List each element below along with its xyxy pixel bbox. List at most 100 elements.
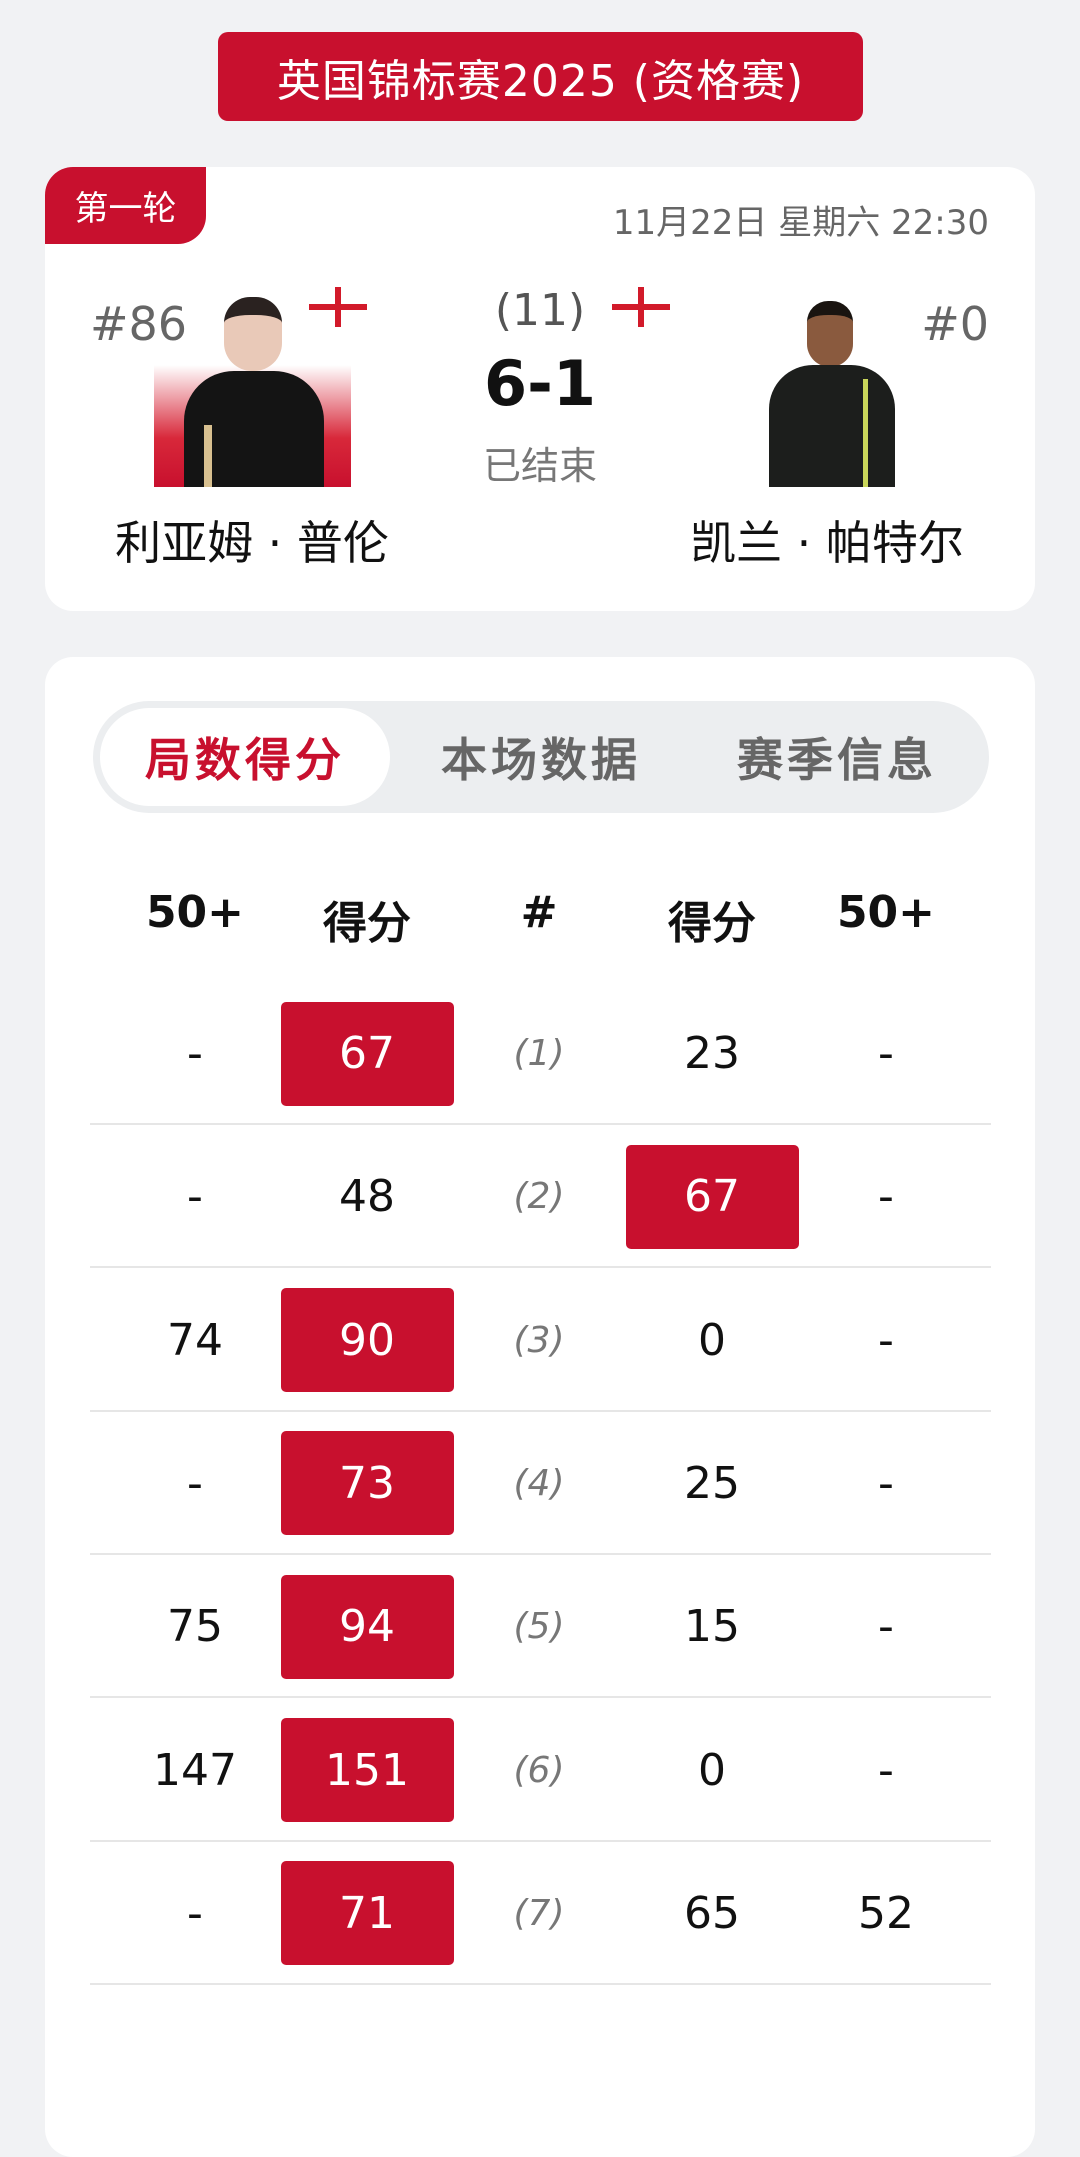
header-p1-score: 得分	[323, 898, 411, 949]
player1-name[interactable]: 利亚姆 · 普伦	[115, 516, 389, 570]
player2-photo[interactable]	[761, 295, 903, 487]
cell-p2-score: 25	[622, 1412, 802, 1555]
cell-p1-score: 151	[277, 1699, 457, 1842]
match-status: 已结束	[482, 444, 597, 488]
value: 15	[684, 1601, 740, 1653]
player1-photo[interactable]	[154, 295, 351, 487]
cell-p2-breaks: 52	[796, 1842, 976, 1985]
tournament-title: 英国锦标赛2025 (资格赛)	[218, 32, 863, 121]
cell-p2-breaks: -	[796, 1125, 976, 1268]
winning-score: 94	[280, 1574, 454, 1679]
value: 48	[339, 1171, 395, 1223]
cell-p1-score: 48	[277, 1125, 457, 1268]
value: 65	[684, 1887, 740, 1939]
tab-bar: 局数得分 本场数据 赛季信息	[93, 701, 989, 813]
table-row: 75 94 (5) 15 -	[90, 1555, 991, 1699]
value: 147	[153, 1744, 237, 1796]
cell-p2-score: 15	[622, 1555, 802, 1698]
cell-p1-breaks: -	[105, 1412, 285, 1555]
round-badge: 第一轮	[45, 167, 206, 244]
tab-frame-scores[interactable]: 局数得分	[100, 708, 390, 806]
cell-p1-score: 73	[277, 1412, 457, 1555]
cell-p1-breaks: 75	[105, 1555, 285, 1698]
cell-p2-score: 67	[622, 1125, 802, 1268]
value: -	[187, 1171, 203, 1223]
cell-p1-breaks: -	[105, 1125, 285, 1268]
value: 52	[858, 1887, 914, 1939]
cell-p1-breaks: 74	[105, 1269, 285, 1412]
cell-p2-score: 65	[622, 1842, 802, 1985]
value: 0	[698, 1744, 726, 1796]
player2-seed: #0	[921, 297, 989, 351]
player1-england-flag-icon	[309, 287, 367, 327]
value: (2)	[513, 1176, 565, 1218]
header-p2-breaks: 50+	[836, 887, 936, 938]
winning-score: 67	[280, 1001, 454, 1106]
match-score: 6-1	[483, 347, 596, 420]
player2-england-flag-icon	[612, 287, 670, 327]
table-row: - 67 (1) 23 -	[90, 982, 991, 1125]
table-row: - 71 (7) 65 52	[90, 1842, 991, 1985]
winning-score: 67	[625, 1144, 799, 1249]
header-p2-score: 得分	[668, 898, 756, 949]
winning-score: 151	[280, 1718, 454, 1822]
table-row: 147 151 (6) 0 -	[90, 1699, 991, 1842]
cell-frame: (7)	[449, 1842, 629, 1985]
value: 74	[167, 1314, 223, 1366]
cell-p2-breaks: -	[796, 1699, 976, 1842]
cell-p2-breaks: -	[796, 1555, 976, 1698]
cell-frame: (3)	[449, 1269, 629, 1412]
value: -	[187, 1887, 203, 1939]
value: (3)	[513, 1319, 565, 1361]
cell-p1-score: 90	[277, 1269, 457, 1412]
cell-p2-score: 23	[622, 982, 802, 1125]
value: -	[878, 1601, 894, 1653]
value: -	[878, 1171, 894, 1223]
cell-frame: (1)	[449, 982, 629, 1125]
value: (4)	[513, 1462, 565, 1504]
header-frame: #	[520, 887, 558, 938]
cell-p2-breaks: -	[796, 982, 976, 1125]
value: -	[878, 1744, 894, 1796]
cell-frame: (6)	[449, 1699, 629, 1842]
cell-p2-score: 0	[622, 1269, 802, 1412]
value: 0	[698, 1314, 726, 1366]
cell-p2-breaks: -	[796, 1269, 976, 1412]
cell-frame: (5)	[449, 1555, 629, 1698]
player1-seed: #86	[90, 297, 188, 351]
match-datetime: 11月22日 星期六 22:30	[612, 203, 989, 243]
value: -	[187, 1028, 203, 1079]
table-row: - 73 (4) 25 -	[90, 1412, 991, 1555]
header-p1-breaks: 50+	[145, 887, 245, 938]
winning-score: 71	[280, 1861, 454, 1966]
tab-match-stats[interactable]: 本场数据	[441, 733, 641, 787]
player2-name[interactable]: 凯兰 · 帕特尔	[690, 516, 964, 570]
stats-card: 局数得分 本场数据 赛季信息 50+ 得分 # 得分 50+ -67 (1) 23-…	[45, 657, 1035, 2157]
cell-p1-score: 67	[277, 982, 457, 1125]
winning-score: 90	[280, 1288, 454, 1393]
value: (6)	[513, 1749, 565, 1791]
cell-p1-score: 71	[277, 1842, 457, 1985]
cell-p2-score: 0	[622, 1699, 802, 1842]
match-card[interactable]: 第一轮 11月22日 星期六 22:30 #86 #0 (11) 6-1 已结束…	[45, 167, 1035, 611]
cell-p2-breaks: -	[796, 1412, 976, 1555]
cell-p1-breaks: 147	[105, 1699, 285, 1842]
value: -	[187, 1457, 203, 1509]
tab-season-info[interactable]: 赛季信息	[737, 733, 937, 787]
value: -	[878, 1457, 894, 1509]
table-row: 74 90 (3) 0 -	[90, 1269, 991, 1412]
value: 23	[684, 1028, 740, 1079]
table-row: - 48 (2) 67 -	[90, 1125, 991, 1269]
cell-p1-breaks: -	[105, 982, 285, 1125]
value: 75	[167, 1601, 223, 1653]
cell-frame: (2)	[449, 1125, 629, 1268]
value: (1)	[513, 1033, 565, 1074]
value: -	[878, 1314, 894, 1366]
best-of-frames: (11)	[494, 285, 586, 336]
cell-p1-score: 94	[277, 1555, 457, 1698]
value: (5)	[513, 1606, 565, 1648]
value: (7)	[513, 1892, 565, 1934]
cell-frame: (4)	[449, 1412, 629, 1555]
value: 25	[684, 1457, 740, 1509]
cell-p1-breaks: -	[105, 1842, 285, 1985]
